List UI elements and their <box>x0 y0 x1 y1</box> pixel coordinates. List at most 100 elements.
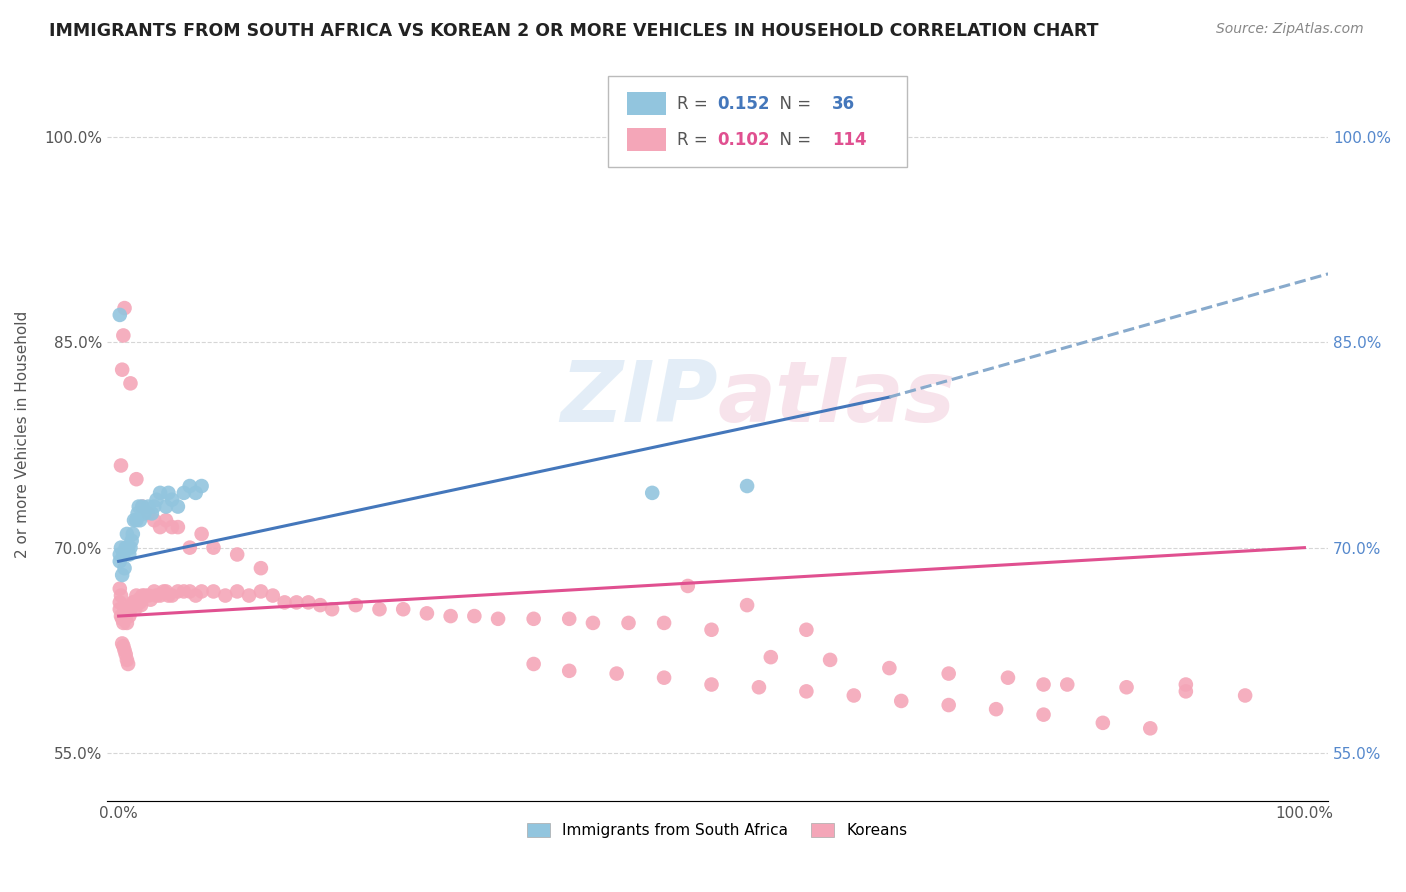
Point <box>226 548 249 562</box>
Point <box>842 689 865 703</box>
Point <box>131 589 153 603</box>
Text: 0.152: 0.152 <box>717 95 770 112</box>
Point <box>108 582 131 596</box>
Point <box>735 479 758 493</box>
Point <box>120 376 142 391</box>
Text: 0.102: 0.102 <box>717 130 770 149</box>
Point <box>124 602 146 616</box>
Point <box>128 592 150 607</box>
Point <box>108 595 131 609</box>
Point <box>111 612 134 626</box>
Point <box>129 595 152 609</box>
Point <box>114 561 136 575</box>
Point <box>1174 677 1197 691</box>
Text: N =: N = <box>769 95 815 112</box>
Point <box>155 584 177 599</box>
Point <box>1115 680 1137 694</box>
Point <box>214 589 236 603</box>
Point <box>122 513 145 527</box>
Point <box>134 589 156 603</box>
Point <box>606 666 628 681</box>
Point <box>523 657 546 671</box>
Point <box>114 541 136 555</box>
Point <box>309 598 332 612</box>
Point <box>110 541 132 555</box>
Point <box>125 472 148 486</box>
Point <box>143 500 166 514</box>
Text: IMMIGRANTS FROM SOUTH AFRICA VS KOREAN 2 OR MORE VEHICLES IN HOUSEHOLD CORRELATI: IMMIGRANTS FROM SOUTH AFRICA VS KOREAN 2… <box>49 22 1098 40</box>
Point <box>1174 684 1197 698</box>
Point <box>149 589 172 603</box>
Point <box>735 598 758 612</box>
Point <box>890 694 912 708</box>
Point <box>114 643 136 657</box>
Point <box>262 589 284 603</box>
Point <box>558 664 581 678</box>
Point <box>700 677 723 691</box>
Point <box>152 584 174 599</box>
Point <box>117 657 139 671</box>
Text: 114: 114 <box>832 130 868 149</box>
Point <box>321 602 343 616</box>
Point <box>114 609 136 624</box>
Point <box>121 533 143 548</box>
Point <box>120 541 142 555</box>
Point <box>167 520 190 534</box>
Point <box>184 589 207 603</box>
Text: R =: R = <box>678 130 713 149</box>
Point <box>344 598 367 612</box>
Point <box>1032 707 1054 722</box>
Point <box>173 486 195 500</box>
Text: atlas: atlas <box>717 357 956 440</box>
Point <box>115 615 138 630</box>
Point <box>128 500 150 514</box>
FancyBboxPatch shape <box>607 76 907 168</box>
Point <box>641 486 664 500</box>
Point <box>110 458 132 473</box>
Point <box>440 609 463 624</box>
Point <box>938 666 960 681</box>
Point <box>676 579 699 593</box>
Point <box>155 513 177 527</box>
Point <box>111 362 134 376</box>
Point <box>131 500 153 514</box>
Text: N =: N = <box>769 130 815 149</box>
Point <box>202 584 225 599</box>
Point <box>759 650 782 665</box>
Point <box>136 589 159 603</box>
FancyBboxPatch shape <box>627 128 666 152</box>
Text: Source: ZipAtlas.com: Source: ZipAtlas.com <box>1216 22 1364 37</box>
Point <box>160 492 183 507</box>
Point <box>297 595 319 609</box>
Legend: Immigrants from South Africa, Koreans: Immigrants from South Africa, Koreans <box>522 817 914 845</box>
Point <box>121 595 143 609</box>
Point <box>127 507 149 521</box>
Point <box>368 602 391 616</box>
Point <box>202 541 225 555</box>
Point <box>190 479 212 493</box>
Point <box>250 584 273 599</box>
Point <box>121 527 143 541</box>
Point <box>143 584 166 599</box>
Point <box>184 486 207 500</box>
Point <box>700 623 723 637</box>
Point <box>652 671 675 685</box>
Point <box>131 500 153 514</box>
Point <box>250 561 273 575</box>
Point <box>120 602 142 616</box>
Point <box>190 527 212 541</box>
Point <box>179 479 201 493</box>
Point <box>1056 677 1078 691</box>
Point <box>984 702 1007 716</box>
Point <box>938 698 960 712</box>
Point <box>112 548 135 562</box>
Point <box>157 589 180 603</box>
Point <box>129 513 152 527</box>
Point <box>1032 677 1054 691</box>
Point <box>879 661 901 675</box>
Point <box>112 328 135 343</box>
Point <box>111 636 134 650</box>
Point <box>818 653 841 667</box>
Point <box>1139 722 1161 736</box>
Point <box>112 639 135 653</box>
